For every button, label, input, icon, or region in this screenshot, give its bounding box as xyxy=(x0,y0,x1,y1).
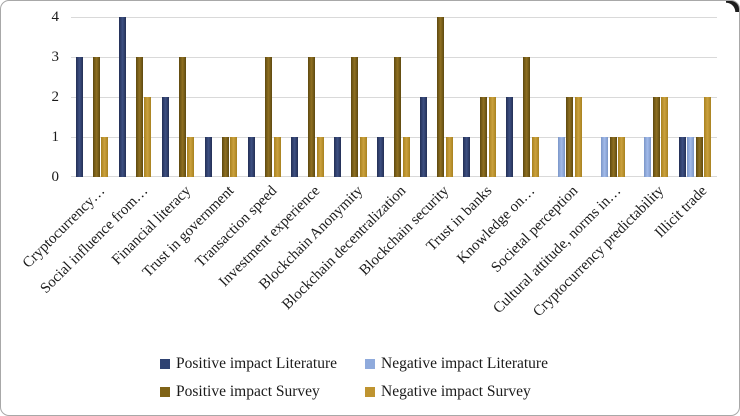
bar xyxy=(290,137,298,177)
corner-artifact xyxy=(726,1,739,12)
bar xyxy=(644,137,652,177)
y-tick-label: 4 xyxy=(51,9,60,25)
bar xyxy=(531,137,539,177)
plot-area xyxy=(71,17,717,177)
bar xyxy=(480,97,488,177)
legend-swatch xyxy=(160,359,170,369)
bar xyxy=(178,57,186,177)
bar xyxy=(445,137,453,177)
bar xyxy=(488,97,496,177)
legend-label: Positive impact Literature xyxy=(176,355,337,372)
legend-item: Negative impact Survey xyxy=(365,383,580,401)
y-tick-label: 3 xyxy=(51,49,60,65)
legend-item: Positive impact Survey xyxy=(160,383,365,401)
bar xyxy=(506,97,514,177)
bar xyxy=(609,137,617,177)
bar xyxy=(566,97,574,177)
bar xyxy=(75,57,83,177)
bar xyxy=(557,137,565,177)
legend-swatch xyxy=(160,387,170,397)
bar xyxy=(161,97,169,177)
bar xyxy=(661,97,669,177)
gridline xyxy=(71,137,717,138)
bar xyxy=(402,137,410,177)
y-tick-label: 2 xyxy=(51,89,60,105)
bar xyxy=(463,137,471,177)
bar xyxy=(221,137,229,177)
bar xyxy=(135,57,143,177)
bar xyxy=(695,137,703,177)
bar xyxy=(618,137,626,177)
bar xyxy=(652,97,660,177)
bar xyxy=(704,97,712,177)
legend-item: Negative impact Literature xyxy=(365,355,580,373)
y-tick-label: 1 xyxy=(51,129,60,145)
gridline xyxy=(71,97,717,98)
x-category-label: Social influence from… xyxy=(37,183,151,297)
y-tick-label: 0 xyxy=(51,169,60,185)
bar xyxy=(351,57,359,177)
y-axis: 0 1 2 3 4 xyxy=(1,9,60,185)
legend-label: Positive impact Survey xyxy=(176,383,320,400)
bar xyxy=(101,137,109,177)
gridline xyxy=(71,176,717,177)
bar xyxy=(187,137,195,177)
bar xyxy=(247,137,255,177)
bar xyxy=(523,57,531,177)
bar xyxy=(308,57,316,177)
bar xyxy=(204,137,212,177)
bar xyxy=(264,57,272,177)
legend-item: Positive impact Literature xyxy=(160,355,365,373)
bar xyxy=(92,57,100,177)
bar xyxy=(377,137,385,177)
bar xyxy=(574,97,582,177)
bar xyxy=(678,137,686,177)
bar xyxy=(394,57,402,177)
bar xyxy=(334,137,341,177)
bar xyxy=(316,137,324,177)
bar xyxy=(687,137,695,177)
bar xyxy=(437,17,445,177)
bar xyxy=(144,97,152,177)
legend-swatch xyxy=(365,359,375,369)
gridline xyxy=(71,17,717,18)
gridline xyxy=(71,57,717,58)
bar xyxy=(600,137,608,177)
bar xyxy=(118,17,126,177)
bar xyxy=(420,97,428,177)
legend-swatch xyxy=(365,387,375,397)
bar xyxy=(230,137,238,177)
x-category-label: Cryptocurrency… xyxy=(19,183,108,272)
legend-label: Negative impact Survey xyxy=(381,383,531,400)
legend-label: Negative impact Literature xyxy=(381,355,548,372)
legend: Positive impact Literature Negative impac… xyxy=(160,355,580,401)
bar xyxy=(273,137,281,177)
bar xyxy=(359,137,367,177)
